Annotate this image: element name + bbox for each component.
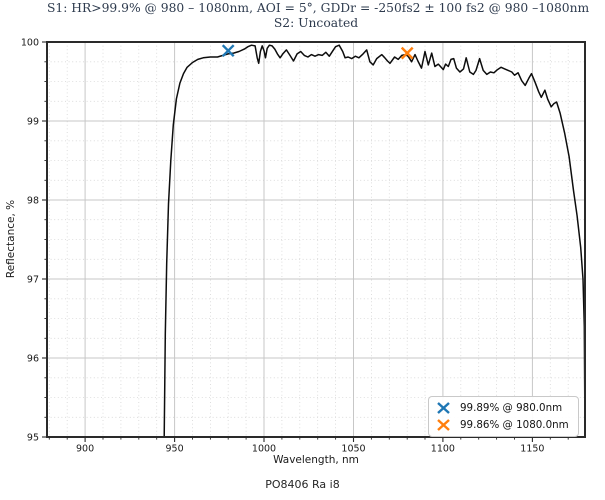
- grid-minor: [47, 42, 585, 437]
- y-axis-label: Reflectance, %: [5, 199, 17, 279]
- y-tick-label: 100: [21, 37, 39, 48]
- legend-label: 99.89% @ 980.0nm: [460, 402, 563, 414]
- reflectance-curve: [163, 44, 585, 437]
- x-tick-label: 1150: [520, 444, 544, 455]
- marker-1080nm: [400, 46, 414, 60]
- x-tick-label: 1100: [431, 444, 455, 455]
- y-tick-label: 99: [27, 116, 39, 127]
- x-tick-label: 1000: [252, 444, 276, 455]
- x-tick-label: 1050: [341, 444, 365, 455]
- x-tick-label: 900: [76, 444, 94, 455]
- legend-label: 99.86% @ 1080.0nm: [460, 419, 569, 431]
- legend-entry: 99.89% @ 980.0nm: [436, 400, 569, 416]
- x-tick-label: 950: [166, 444, 184, 455]
- y-tick-label: 95: [27, 432, 39, 443]
- y-tick-label: 98: [27, 195, 39, 206]
- axis-ticks: 900 950 1000 1050 1100 1150 95 96 97 98 99 100: [21, 37, 569, 455]
- x-marker-icon: [437, 402, 450, 414]
- chart-title: S1: HR>99.9% @ 980 – 1080nm, AOI = 5°, G…: [47, 1, 590, 31]
- legend-entry: 99.86% @ 1080.0nm: [436, 417, 569, 433]
- marker-980nm: [221, 44, 235, 58]
- x-axis-label: Wavelength, nm: [273, 454, 359, 466]
- reflectance-plot: 900 950 1000 1050 1100 1150 95 96 97 98 99 100: [21, 37, 586, 455]
- figure-caption: PO8406 Ra i8: [265, 478, 340, 491]
- chart-title-line2: S2: Uncoated: [273, 16, 359, 30]
- chart-title-line1: S1: HR>99.9% @ 980 – 1080nm, AOI = 5°, G…: [47, 1, 590, 15]
- legend: 99.89% @ 980.0nm 99.86% @ 1080.0nm: [428, 396, 579, 437]
- y-tick-label: 97: [27, 274, 39, 285]
- y-tick-label: 96: [27, 353, 39, 364]
- x-marker-icon: [437, 419, 450, 431]
